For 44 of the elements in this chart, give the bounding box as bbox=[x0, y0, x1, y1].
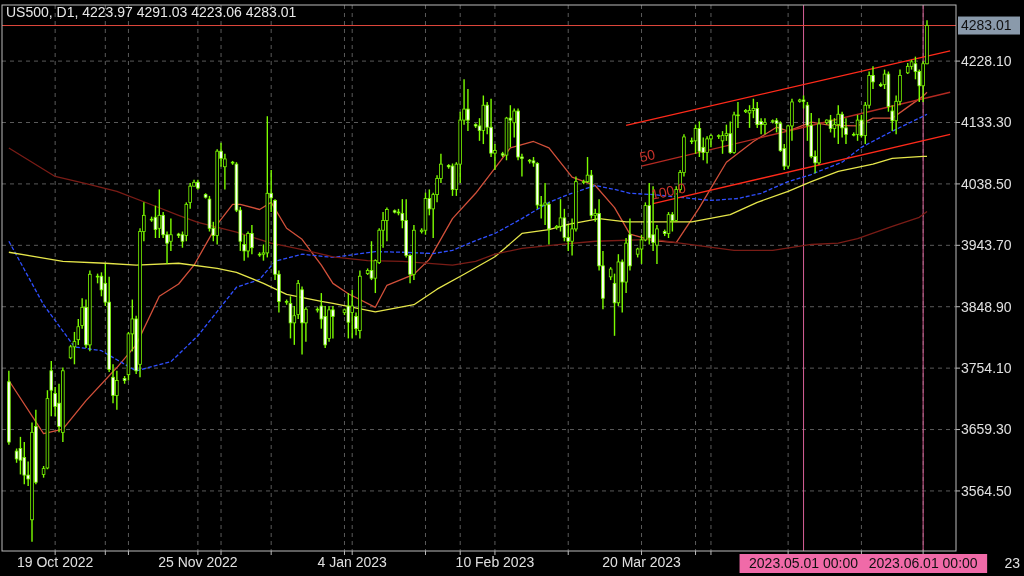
candlestick bbox=[49, 360, 54, 417]
y-tick-label: 3754.10 bbox=[961, 360, 1012, 377]
candlestick bbox=[697, 120, 702, 158]
x-tick-label: 19 Oct 2022 bbox=[17, 554, 94, 570]
chart-title: US500, D1, 4223.97 4291.03 4223.06 4283.01 bbox=[6, 4, 297, 20]
candlestick bbox=[369, 240, 374, 281]
candlestick bbox=[705, 135, 709, 165]
candlestick bbox=[288, 295, 293, 340]
candlestick bbox=[331, 305, 335, 340]
ref-line-label: 2023.05.01 00:00 bbox=[749, 555, 859, 571]
candlestick bbox=[157, 188, 162, 239]
y-tick-label: 3943.70 bbox=[961, 237, 1012, 254]
annotation: 50 bbox=[637, 146, 657, 166]
x-tick-label: 10 Feb 2023 bbox=[455, 554, 535, 570]
y-tick-label: 4133.30 bbox=[961, 114, 1012, 131]
candlestick bbox=[763, 117, 767, 136]
y-tick-label: 4038.50 bbox=[961, 175, 1012, 192]
line-series bbox=[8, 113, 928, 372]
candlestick bbox=[153, 204, 158, 239]
candlestick bbox=[169, 217, 173, 252]
candlestick bbox=[22, 441, 27, 485]
ref-line-label: 4283.01 bbox=[961, 17, 1012, 34]
candlestick bbox=[450, 162, 455, 197]
line-series bbox=[8, 147, 928, 266]
y-tick-label: 3659.30 bbox=[961, 421, 1012, 438]
candlestick bbox=[18, 436, 23, 476]
text: 23 bbox=[1004, 555, 1021, 571]
y-tick-label: 4228.10 bbox=[961, 53, 1012, 69]
candlestick bbox=[350, 289, 354, 340]
y-tick-label: 3564.50 bbox=[961, 482, 1012, 499]
annotation: 100.0 bbox=[649, 179, 688, 203]
candlestick bbox=[466, 88, 470, 132]
candlestick bbox=[836, 104, 841, 145]
candlestick bbox=[250, 224, 254, 255]
candlestick bbox=[346, 292, 351, 340]
line-series bbox=[8, 91, 928, 435]
candlestick bbox=[115, 370, 119, 411]
ref-line-label: 2023.06.01 00:00 bbox=[868, 555, 978, 571]
candlestick bbox=[666, 211, 671, 239]
x-tick-label: 4 Jan 2023 bbox=[317, 554, 388, 570]
y-tick-label: 3848.90 bbox=[961, 298, 1012, 315]
x-tick-label: 20 Mar 2023 bbox=[602, 554, 682, 570]
candlestick bbox=[832, 117, 837, 139]
x-tick-label: 25 Nov 2022 bbox=[158, 554, 238, 570]
